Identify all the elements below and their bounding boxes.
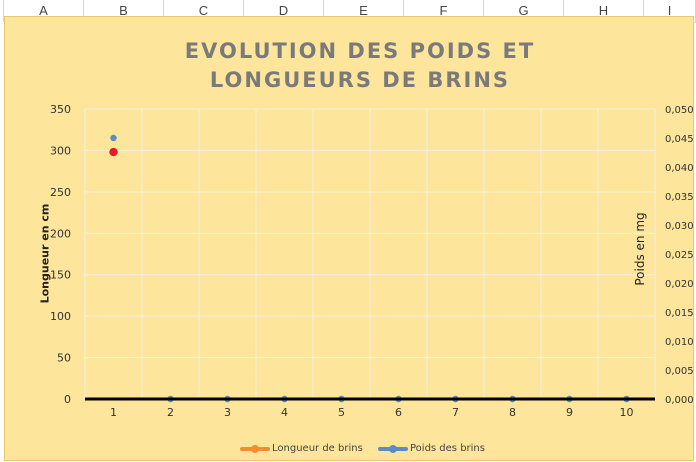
x-tick-label: 8 [509,406,516,419]
y-tick-label: 200 [50,227,71,240]
chart-area[interactable]: EVOLUTION DES POIDS ET LONGUEURS DE BRIN… [4,16,694,461]
y-tick-label: 150 [50,269,71,282]
y-tick-label: 350 [50,103,71,116]
y2-tick-label: 0,030 [665,221,694,232]
column-header-corner[interactable] [0,0,4,22]
x-tick-label: 10 [620,406,634,419]
y-tick-label: 50 [57,352,71,365]
x-tick-label: 3 [224,406,231,419]
y2-tick-label: 0,010 [665,337,694,348]
legend-label: Longueur de brins [272,443,363,454]
plot-area: 0 50 100 150 200 250 300 350 0,000 0,005 0,010 0,01… [50,103,694,419]
y-axis-title-left: Longueur en cm [38,203,52,304]
column-header-g[interactable]: G [484,0,564,22]
y2-tick-label: 0,020 [665,279,694,290]
column-header-d[interactable]: D [244,0,324,22]
series-point-1 [110,134,117,142]
column-header-c[interactable]: C [164,0,244,22]
legend-label: Poids des brins [410,443,485,454]
y2-tick-label: 0,005 [665,366,694,377]
column-header-h[interactable]: H [564,0,644,22]
series-point-0 [109,147,118,157]
y-tick-label: 300 [50,144,71,157]
y2-tick-label: 0,025 [665,250,694,261]
x-tick-label: 6 [395,406,402,419]
y-axis-title-right: Poids en mg [633,212,647,286]
x-tick-label: 1 [110,406,117,419]
legend-item-longueur: Longueur de brins [240,443,363,454]
legend-item-poids: Poids des brins [378,443,485,454]
column-header-f[interactable]: F [404,0,484,22]
x-tick-label: 5 [338,406,345,419]
chart-title: EVOLUTION DES POIDS ET LONGUEURS DE BRIN… [184,39,536,92]
y2-tick-label: 0,045 [665,134,694,145]
x-tick-label: 9 [566,406,573,419]
chart-legend: Longueur de brins Poids des brins [5,443,695,459]
column-header-a[interactable]: A [4,0,84,22]
y-tick-label: 0 [64,393,71,406]
y2-tick-label: 0,035 [665,192,694,203]
y2-tick-label: 0,050 [665,105,694,116]
x-tick-label: 7 [452,406,459,419]
x-tick-label: 4 [281,406,288,419]
legend-swatch-orange [240,444,270,453]
column-header-e[interactable]: E [324,0,404,22]
y2-tick-label: 0,000 [665,395,694,406]
y2-tick-label: 0,040 [665,163,694,174]
y2-tick-label: 0,015 [665,308,694,319]
y-tick-label: 100 [50,310,71,323]
column-header-b[interactable]: B [84,0,164,22]
legend-swatch-blue [378,444,408,453]
x-tick-label: 2 [167,406,174,419]
y-tick-label: 250 [50,186,71,199]
